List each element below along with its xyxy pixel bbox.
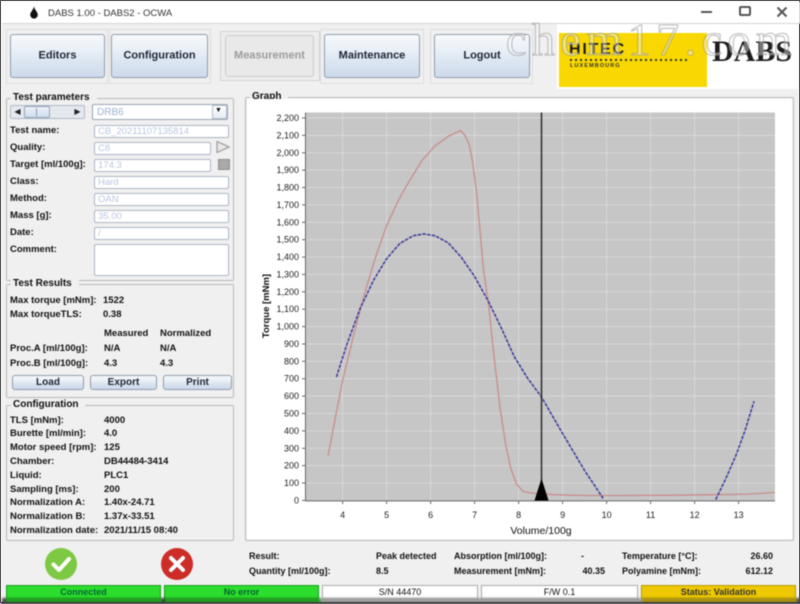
svg-text:1,500: 1,500 <box>276 235 299 245</box>
svg-text:600: 600 <box>284 391 299 401</box>
svg-text:400: 400 <box>284 426 299 436</box>
svg-text:11: 11 <box>646 510 655 520</box>
svg-text:100: 100 <box>284 478 299 488</box>
svg-text:1,100: 1,100 <box>276 304 299 314</box>
svg-text:Volume/100g: Volume/100g <box>510 525 571 537</box>
svg-text:200: 200 <box>284 461 299 471</box>
svg-text:1,200: 1,200 <box>276 287 299 297</box>
svg-text:13: 13 <box>734 510 744 520</box>
svg-text:10: 10 <box>602 510 612 520</box>
svg-text:6: 6 <box>428 510 433 520</box>
svg-text:2,200: 2,200 <box>276 113 299 123</box>
svg-text:0: 0 <box>294 495 299 505</box>
svg-text:300: 300 <box>284 443 299 453</box>
svg-text:1,600: 1,600 <box>276 217 299 227</box>
svg-text:700: 700 <box>284 374 299 384</box>
svg-text:1,000: 1,000 <box>276 322 299 332</box>
svg-text:900: 900 <box>284 339 299 349</box>
svg-text:5: 5 <box>384 510 389 520</box>
svg-text:Torque [mNm]: Torque [mNm] <box>261 274 272 338</box>
svg-text:7: 7 <box>472 510 477 520</box>
svg-text:500: 500 <box>284 409 299 419</box>
svg-text:1,800: 1,800 <box>276 183 299 193</box>
svg-text:1,700: 1,700 <box>276 200 299 210</box>
svg-text:1,900: 1,900 <box>276 165 299 175</box>
svg-text:1,400: 1,400 <box>276 252 299 262</box>
svg-text:12: 12 <box>690 510 700 520</box>
svg-text:4: 4 <box>340 510 345 520</box>
svg-text:2,000: 2,000 <box>276 148 299 158</box>
svg-text:9: 9 <box>560 510 565 520</box>
svg-text:1,300: 1,300 <box>276 269 299 279</box>
svg-text:800: 800 <box>284 356 299 366</box>
svg-text:8: 8 <box>516 510 521 520</box>
svg-text:2,100: 2,100 <box>276 130 299 140</box>
